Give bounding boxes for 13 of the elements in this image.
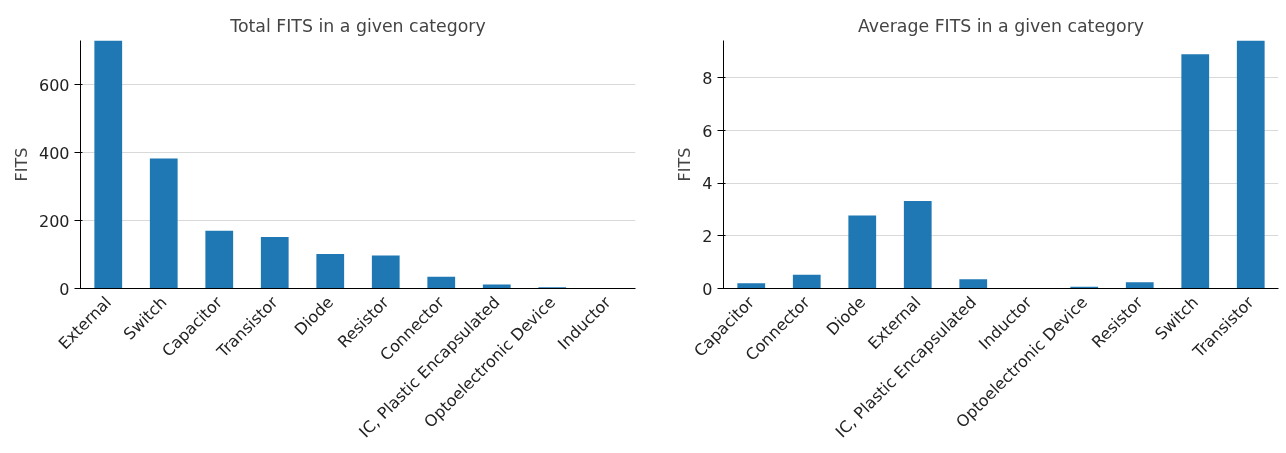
y-tick-label: 0: [59, 279, 70, 299]
chart-title: Average FITS in a given category: [857, 15, 1145, 36]
y-tick-label: 400: [38, 143, 70, 163]
y-tick-label: 6: [702, 121, 713, 141]
y-tick-label: 4: [702, 174, 713, 194]
y-tick-label: 600: [38, 75, 70, 95]
y-axis-title: FITS: [675, 147, 695, 182]
y-tick-label: 8: [702, 68, 713, 88]
y-tick-label: 2: [702, 226, 713, 246]
chart-title: Total FITS in a given category: [229, 15, 486, 36]
y-axis-title: FITS: [11, 147, 31, 182]
y-tick-label: 0: [702, 279, 713, 299]
y-tick-label: 200: [38, 211, 70, 231]
